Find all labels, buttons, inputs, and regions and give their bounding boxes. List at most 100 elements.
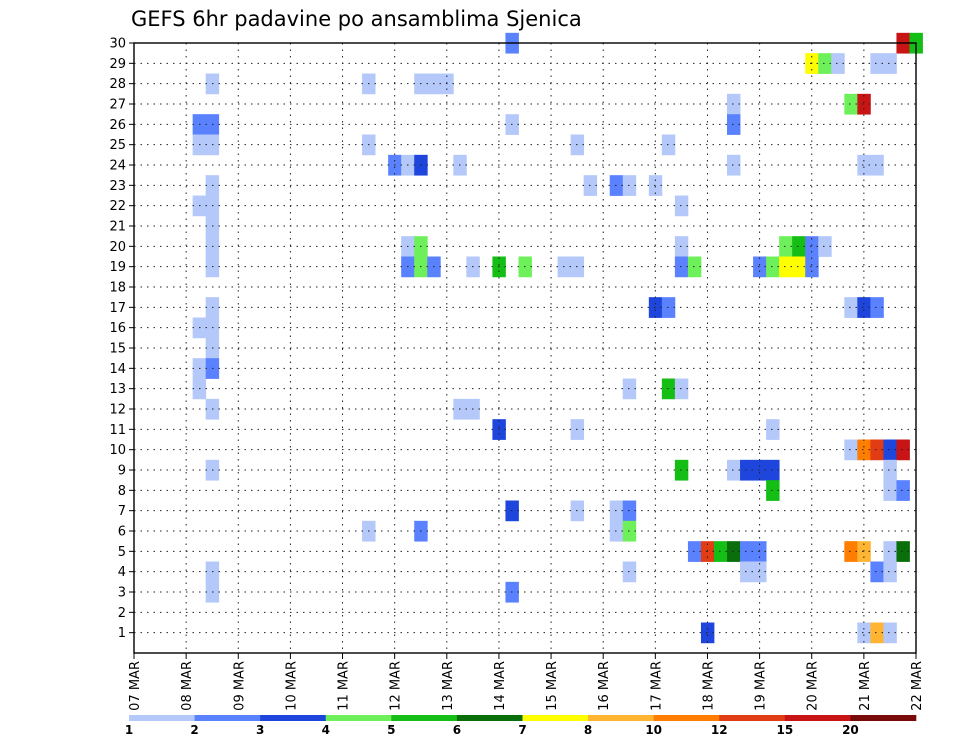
y-tick-label: 29	[109, 57, 126, 72]
precip-cell	[883, 480, 897, 501]
precip-cell	[857, 154, 871, 176]
x-tick-label: 07 MAR	[128, 661, 143, 711]
precip-cell	[753, 541, 767, 562]
precip-cell	[896, 480, 910, 501]
precip-cell	[857, 93, 871, 115]
precip-cell	[857, 541, 871, 562]
precip-cell	[779, 236, 793, 257]
precip-cell	[818, 53, 832, 74]
x-tick-label: 11 MAR	[337, 661, 352, 711]
y-tick-label: 3	[118, 586, 126, 601]
y-tick-label: 18	[109, 281, 126, 296]
legend-threshold-label: 3	[256, 723, 264, 737]
y-tick-label: 9	[118, 464, 126, 479]
y-tick-label: 27	[109, 98, 126, 113]
x-tick-label: 10 MAR	[284, 661, 299, 711]
x-tick-label: 16 MAR	[597, 661, 612, 711]
precip-cell	[844, 439, 858, 461]
legend-swatch	[391, 715, 458, 721]
precip-cell	[674, 236, 689, 257]
legend-threshold-label: 10	[645, 723, 662, 737]
precip-cell	[713, 541, 728, 562]
y-tick-label: 5	[118, 545, 126, 560]
precip-cell	[844, 93, 858, 115]
precipitation-cells	[192, 32, 923, 644]
legend-threshold-label: 8	[584, 723, 592, 737]
y-tick-label: 2	[118, 606, 126, 621]
precip-cell	[870, 439, 884, 461]
precip-cell	[779, 256, 793, 278]
y-tick-label: 14	[109, 362, 126, 377]
precip-cell	[740, 561, 754, 583]
y-tick-label: 26	[109, 118, 126, 133]
precip-cell	[766, 459, 780, 481]
x-tick-label: 20 MAR	[806, 661, 821, 711]
x-tick-label: 19 MAR	[754, 661, 769, 711]
precip-cell	[883, 622, 897, 644]
legend-threshold-label: 6	[453, 723, 461, 737]
y-tick-label: 21	[109, 220, 126, 235]
precip-cell	[648, 175, 663, 196]
legend-threshold-label: 15	[776, 723, 793, 737]
legend-swatch	[588, 715, 654, 721]
precip-cell	[870, 53, 884, 74]
y-tick-label: 17	[109, 301, 126, 316]
precip-cell	[648, 297, 663, 318]
precip-cell	[844, 297, 858, 318]
precip-cell	[818, 236, 832, 257]
precip-cell	[857, 622, 871, 644]
x-tick-label: 17 MAR	[649, 661, 664, 711]
x-tick-label: 21 MAR	[858, 661, 873, 711]
precip-cell	[740, 541, 754, 562]
precip-cell	[727, 459, 741, 481]
legend-threshold-label: 2	[190, 723, 198, 737]
precip-cell	[753, 256, 767, 278]
y-tick-label: 28	[109, 77, 126, 92]
precip-cell	[870, 622, 884, 644]
precip-cell	[831, 53, 845, 74]
precip-cell	[727, 154, 741, 176]
precip-cell	[674, 378, 689, 400]
legend-swatch	[260, 715, 327, 721]
precip-cell	[674, 256, 689, 278]
legend-swatch	[129, 715, 195, 721]
y-tick-label: 24	[109, 159, 126, 174]
precip-cell	[674, 459, 689, 481]
precip-cell	[727, 93, 741, 115]
precip-cell	[740, 459, 754, 481]
precip-cell	[883, 459, 897, 481]
legend-swatch	[653, 715, 720, 721]
legend-swatch	[719, 715, 786, 721]
precip-cell	[792, 236, 806, 257]
chart-title: GEFS 6hr padavine po ansamblima Sjenica	[131, 7, 582, 31]
precip-cell	[870, 561, 884, 583]
y-tick-label: 1	[118, 626, 126, 641]
precip-cell	[870, 154, 884, 176]
precip-cell	[687, 541, 702, 562]
legend-threshold-label: 5	[387, 723, 395, 737]
precip-cell	[687, 256, 702, 278]
precip-cell	[700, 541, 715, 562]
y-tick-label: 4	[118, 565, 126, 580]
legend-threshold-label: 4	[322, 723, 330, 737]
legend-swatch	[194, 715, 261, 721]
legend-swatch	[456, 715, 523, 721]
precip-cell	[766, 480, 780, 501]
precip-cell	[727, 541, 741, 562]
precip-cell	[870, 297, 884, 318]
precip-cell	[883, 53, 897, 74]
x-tick-label: 08 MAR	[180, 661, 195, 711]
y-tick-label: 30	[109, 37, 126, 52]
precip-cell	[674, 195, 689, 217]
precip-cell	[700, 622, 715, 644]
legend-threshold-label: 20	[842, 723, 859, 737]
precip-cell	[792, 256, 806, 278]
legend-swatch	[850, 715, 917, 721]
precip-cell	[883, 561, 897, 583]
x-tick-label: 18 MAR	[701, 661, 716, 711]
legend-swatch	[325, 715, 392, 721]
y-tick-label: 10	[109, 443, 126, 458]
y-tick-label: 12	[109, 403, 126, 418]
legend-threshold-label: 1	[125, 723, 133, 737]
